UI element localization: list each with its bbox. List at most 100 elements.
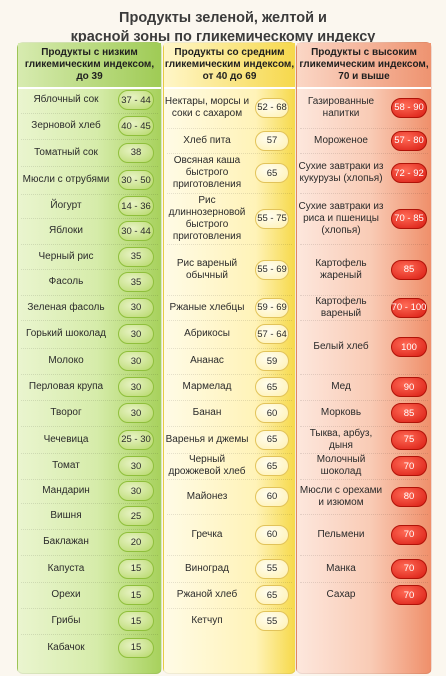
- gi-value-badge: 15: [118, 637, 154, 658]
- high-gi-row: Морковь 85: [297, 400, 431, 427]
- gi-value-badge: 30: [118, 377, 154, 397]
- mid-gi-row: Виноград 55: [164, 555, 295, 583]
- food-name: Яблочный сок: [33, 94, 99, 105]
- gi-value-badge: 65: [255, 456, 289, 476]
- mid-gi-row: Рис длиннозерновой быстрого приготовлени…: [164, 193, 295, 245]
- mid-gi-row: Ананас 59: [164, 348, 295, 375]
- food-name: Молочный шоколад: [316, 454, 366, 477]
- gi-value-badge: 60: [255, 486, 289, 507]
- gi-value-badge: 15: [118, 611, 154, 631]
- gi-value-badge: 57: [255, 130, 289, 151]
- food-name: Картофель жареный: [315, 257, 367, 281]
- food-name: Сухие завтраки из риса и пшеницы (хлопья…: [298, 200, 384, 236]
- high-gi-row: Картофель жареный 85: [297, 244, 431, 296]
- mid-gi-row: Мармелад 65: [164, 374, 295, 401]
- gi-value-badge: 55: [255, 558, 289, 579]
- food-name: Банан: [192, 407, 222, 418]
- gi-value-badge: 15: [118, 558, 154, 579]
- gi-value-badge: 55 - 69: [255, 259, 289, 280]
- food-name: Сахар: [326, 589, 356, 600]
- gi-value-badge: 70: [391, 524, 427, 545]
- high-gi-row: Мед 90: [297, 374, 431, 401]
- food-name: Варенья и джемы: [165, 433, 249, 445]
- food-name: Майонез: [186, 490, 228, 502]
- low-gi-row: Мандарин 30: [18, 479, 161, 504]
- food-name: Орехи: [51, 589, 81, 600]
- mid-gi-row: Рис вареный обычный 55 - 69: [164, 244, 295, 296]
- gi-value-badge: 52 - 68: [255, 97, 289, 118]
- title-line-2: красной зоны по гликемическому индексу: [70, 29, 376, 45]
- low-gi-row: Орехи 15: [18, 582, 161, 609]
- low-gi-row: Томатный сок 38: [18, 139, 161, 167]
- gi-value-badge: 57 - 64: [255, 324, 289, 344]
- gi-value-badge: 70: [391, 558, 427, 579]
- gi-value-badge: 65: [255, 585, 289, 605]
- food-name: Баклажан: [43, 536, 89, 547]
- gi-value-badge: 40 - 45: [118, 116, 154, 136]
- food-name: Черный рис: [38, 250, 94, 262]
- mid-gi-row: Майонез 60: [164, 479, 295, 515]
- food-name: Черный дрожжевой хлеб: [168, 454, 246, 477]
- medium-gi-header: Продукты со средним гликемическим индекс…: [164, 43, 295, 89]
- gi-value-badge: 60: [255, 403, 289, 423]
- food-name: Зеленая фасоль: [27, 301, 105, 313]
- mid-gi-row: Варенья и джемы 65: [164, 426, 295, 454]
- low-gi-row: Зерновой хлеб 40 - 45: [18, 113, 161, 140]
- high-gi-row: Белый хлеб 100: [297, 320, 431, 375]
- low-gi-row: Молоко 30: [18, 348, 161, 375]
- food-name: Овсяная каша быстрого приготовления: [172, 155, 242, 190]
- food-name: Пельмени: [317, 528, 365, 540]
- gi-value-badge: 30 - 50: [118, 170, 154, 190]
- gi-value-badge: 55: [255, 611, 289, 631]
- low-gi-row: Зеленая фасоль 30: [18, 295, 161, 321]
- food-name: Горький шоколад: [25, 328, 107, 339]
- gi-value-badge: 100: [391, 337, 427, 357]
- gi-value-badge: 14 - 36: [118, 196, 154, 216]
- food-name: Фасоль: [48, 276, 84, 287]
- food-name: Чечевица: [43, 433, 89, 445]
- gi-value-badge: 30: [118, 481, 154, 501]
- mid-gi-row: Хлеб пита 57: [164, 128, 295, 154]
- high-gi-column: Продукты с высоким гликемическим индексо…: [296, 42, 432, 674]
- food-name: Ржаной хлеб: [176, 589, 238, 600]
- food-name: Сухие завтраки из кукурузы (хлопья): [298, 161, 384, 184]
- food-name: Капуста: [47, 562, 85, 574]
- gi-value-badge: 70 - 100: [391, 297, 427, 318]
- food-name: Ржаные хлебцы: [169, 301, 245, 313]
- food-name: Молоко: [48, 355, 84, 366]
- food-name: Зерновой хлеб: [31, 120, 101, 131]
- food-name: Рис длиннозерновой быстрого приготовлени…: [168, 194, 246, 242]
- high-gi-row: Мороженое 57 - 80: [297, 128, 431, 154]
- food-name: Мармелад: [182, 381, 232, 392]
- gi-value-badge: 85: [391, 259, 427, 280]
- gi-value-badge: 35: [118, 246, 154, 267]
- mid-gi-row: Кетчуп 55: [164, 608, 295, 634]
- food-name: Мед: [331, 381, 351, 392]
- food-name: Тыква, арбуз, дыня: [309, 427, 373, 451]
- low-gi-row: Творог 30: [18, 400, 161, 427]
- gi-value-badge: 30: [118, 297, 154, 318]
- gi-value-badge: 30: [118, 351, 154, 371]
- gi-value-badge: 90: [391, 377, 427, 397]
- page-title: Продукты зеленой, желтой и красной зоны …: [0, 9, 446, 47]
- gi-value-badge: 60: [255, 524, 289, 545]
- low-gi-row: Баклажан 20: [18, 529, 161, 556]
- gi-value-badge: 30: [118, 403, 154, 423]
- mid-gi-row: Банан 60: [164, 400, 295, 427]
- low-gi-row: Капуста 15: [18, 555, 161, 583]
- food-name: Белый хлеб: [313, 341, 369, 352]
- food-name: Хлеб пита: [183, 134, 231, 146]
- high-gi-row: Манка 70: [297, 555, 431, 583]
- food-name: Томатный сок: [34, 146, 98, 158]
- food-name: Виноград: [185, 562, 229, 574]
- food-name: Картофель вареный: [315, 295, 367, 319]
- gi-value-badge: 25 - 30: [118, 429, 154, 450]
- medium-gi-column: Продукты со средним гликемическим индекс…: [163, 42, 296, 674]
- food-name: Яблоки: [49, 225, 83, 236]
- food-name: Мороженое: [314, 134, 368, 146]
- food-name: Газированные напитки: [307, 95, 375, 119]
- gi-value-badge: 70 - 85: [391, 208, 427, 229]
- gi-value-badge: 59 - 69: [255, 297, 289, 318]
- low-gi-row: Вишня 25: [18, 503, 161, 530]
